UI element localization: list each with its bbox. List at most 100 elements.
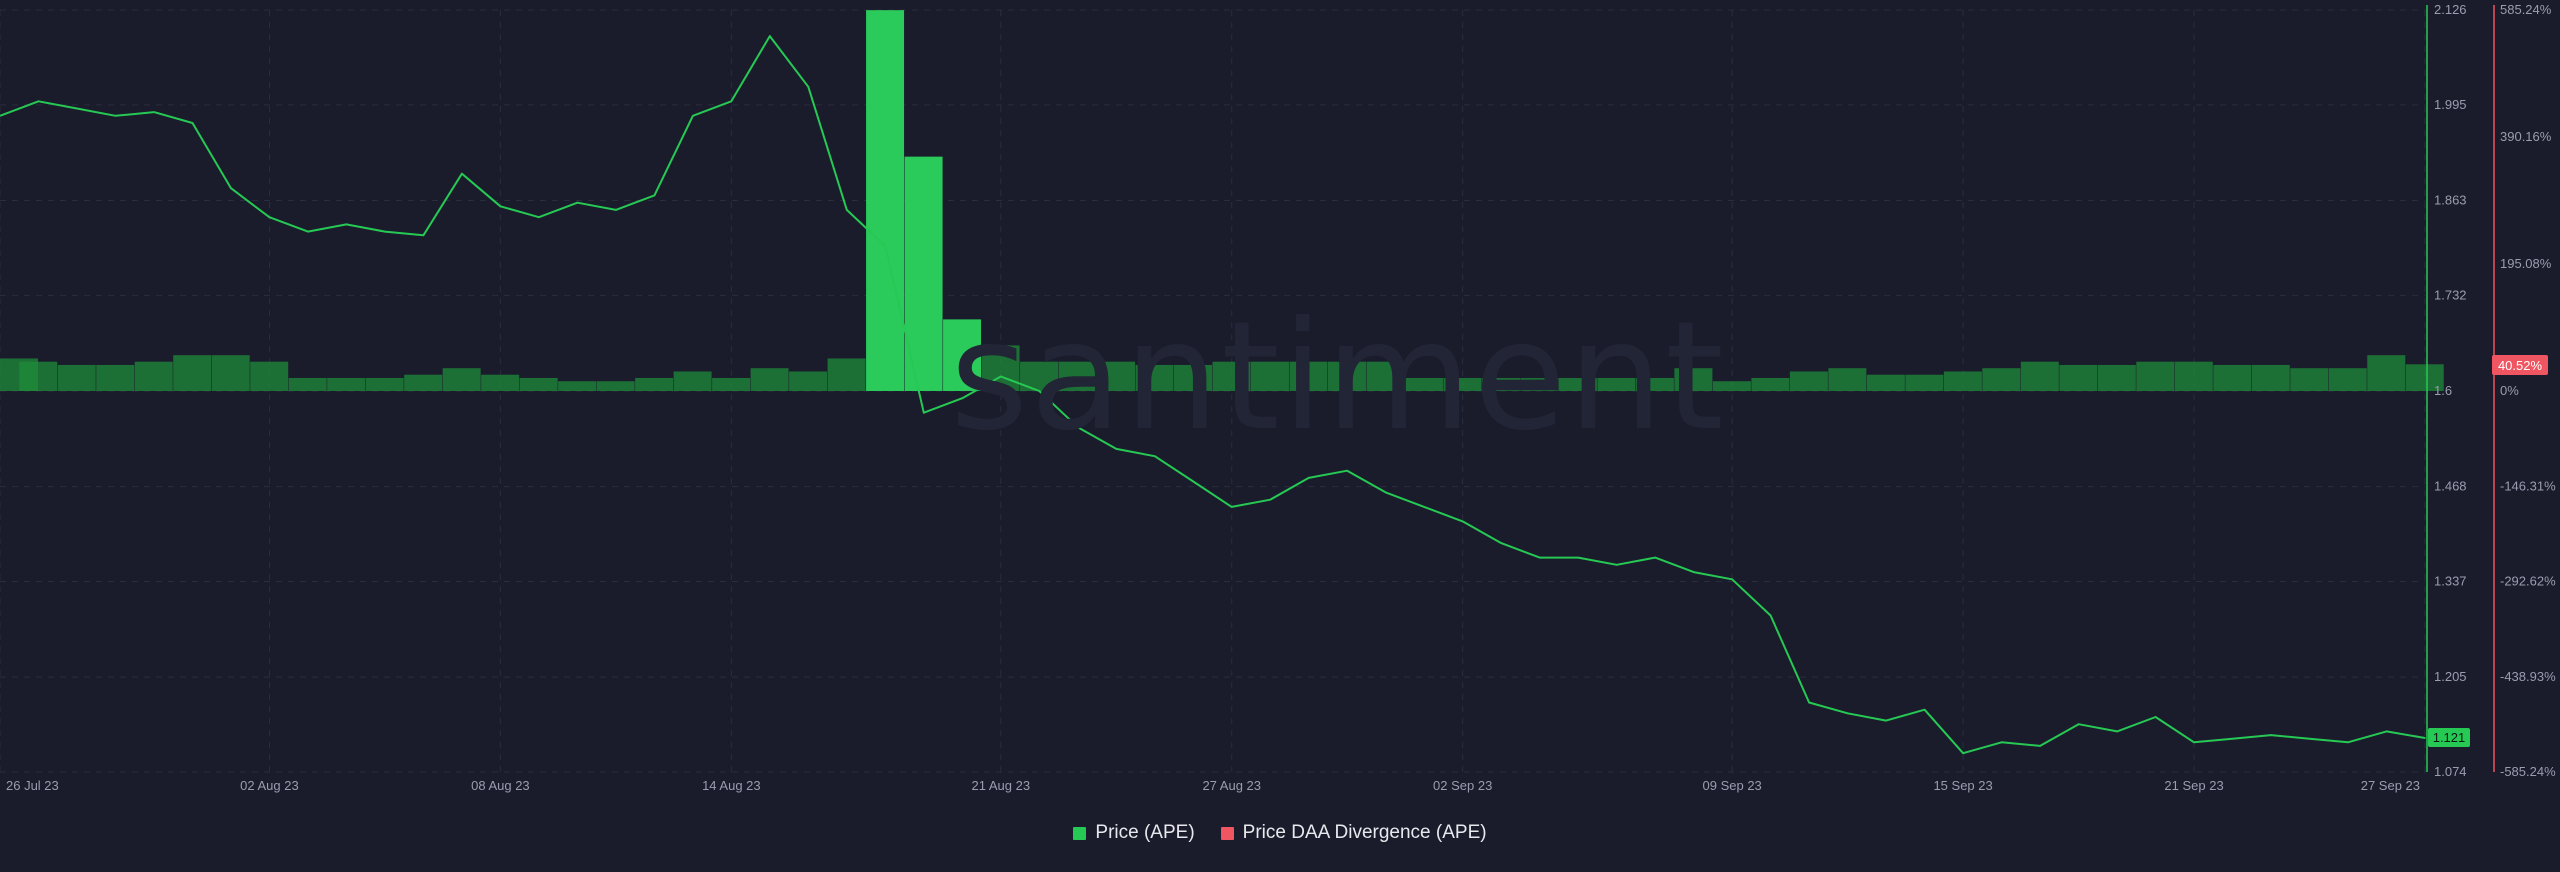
price-point — [1654, 556, 1656, 559]
divergence-bar — [1828, 368, 1867, 391]
price-point — [846, 209, 848, 211]
x-tick-label: 09 Sep 23 — [1703, 778, 1762, 793]
divergence-bar — [1751, 377, 1790, 391]
price-point — [1423, 506, 1426, 508]
price-point — [923, 411, 925, 414]
divergence-bar — [1712, 381, 1751, 391]
divergence-tick-label: 585.24% — [2500, 2, 2552, 17]
divergence-bar — [2251, 364, 2290, 391]
x-tick-label: 02 Aug 23 — [240, 778, 299, 793]
price-point — [1192, 480, 1195, 483]
price-point — [422, 234, 425, 237]
divergence-bar — [2174, 361, 2213, 391]
divergence-bar — [1982, 368, 2021, 391]
divergence-bar — [481, 374, 520, 391]
price-tick-label: 1.074 — [2434, 764, 2467, 779]
x-tick-label: 02 Sep 23 — [1433, 778, 1492, 793]
divergence-bar — [365, 377, 404, 391]
price-point — [2308, 737, 2311, 740]
divergence-bar — [1058, 361, 1097, 391]
divergence-bar — [1135, 364, 1174, 391]
divergence-bar — [1250, 361, 1289, 391]
price-point — [1577, 556, 1579, 559]
price-point — [1885, 719, 1887, 722]
divergence-bar — [558, 381, 597, 391]
divergence-bar — [327, 377, 366, 391]
divergence-bar — [1558, 377, 1597, 391]
price-point — [2231, 737, 2234, 740]
price-point — [2154, 716, 2157, 718]
price-point — [1731, 578, 1733, 581]
divergence-bar — [57, 364, 96, 391]
price-point — [307, 230, 309, 233]
divergence-bar — [2097, 364, 2136, 391]
price-tick-label: 1.863 — [2434, 193, 2467, 208]
price-point — [1923, 708, 1926, 711]
price-point — [2193, 741, 2195, 744]
price-point — [2347, 741, 2349, 744]
divergence-bar — [2405, 364, 2444, 391]
divergence-bar — [904, 156, 943, 391]
legend-swatch-divergence — [1220, 826, 1234, 840]
divergence-bar — [1366, 361, 1405, 391]
price-point — [1538, 556, 1541, 559]
price-point — [461, 172, 463, 175]
price-point — [1692, 571, 1695, 573]
divergence-bar — [2059, 364, 2098, 391]
divergence-bar — [1597, 377, 1636, 391]
divergence-bar — [173, 355, 212, 391]
watermark: santiment — [950, 290, 1726, 464]
divergence-bar — [1174, 364, 1212, 391]
price-point — [2039, 745, 2041, 747]
price-line — [0, 35, 2426, 755]
price-tick-label: 1.732 — [2434, 287, 2467, 302]
price-point — [0, 114, 1, 117]
price-point — [884, 245, 887, 247]
price-point — [2000, 741, 2003, 744]
divergence-bar — [1327, 361, 1366, 391]
divergence-bar — [750, 368, 789, 391]
price-tick-label: 1.337 — [2434, 574, 2467, 589]
price-point — [692, 114, 694, 117]
x-tick-label: 15 Sep 23 — [1933, 778, 1992, 793]
legend-item-price[interactable]: Price (APE) — [1073, 822, 1195, 844]
price-point — [1115, 448, 1118, 450]
divergence-bar — [789, 371, 828, 391]
divergence-bar — [519, 377, 558, 391]
price-point — [2270, 734, 2272, 736]
divergence-bar — [1905, 374, 1944, 391]
divergence-bar — [19, 361, 58, 391]
divergence-bar — [635, 377, 674, 391]
divergence-bar — [2020, 361, 2059, 391]
price-point — [1846, 712, 1849, 715]
divergence-bar — [1674, 368, 1713, 391]
legend-item-divergence[interactable]: Price DAA Divergence (APE) — [1220, 822, 1487, 844]
price-tick-label: 1.468 — [2434, 479, 2467, 494]
x-tick-label: 21 Sep 23 — [2164, 778, 2223, 793]
price-point — [1500, 542, 1502, 544]
divergence-tick-label: -438.93% — [2500, 669, 2556, 684]
x-tick-label: 27 Aug 23 — [1202, 778, 1261, 793]
price-point — [2077, 723, 2080, 725]
divergence-now-badge: 40.52% — [2492, 355, 2548, 375]
divergence-tick-label: 390.16% — [2500, 129, 2552, 144]
divergence-bar — [866, 10, 905, 391]
price-point — [114, 114, 117, 117]
price-point — [268, 216, 271, 218]
divergence-bar — [1212, 361, 1251, 391]
price-point — [1384, 491, 1387, 494]
divergence-bar — [134, 361, 173, 391]
price-now-badge: 1.121 — [2428, 728, 2470, 747]
price-point — [1962, 752, 1964, 754]
divergence-tick-label: -292.62% — [2500, 574, 2556, 589]
price-point — [191, 122, 194, 124]
price-point — [1153, 455, 1156, 457]
price-point — [730, 100, 733, 103]
divergence-bar — [1097, 361, 1136, 391]
divergence-tick-label: 195.08% — [2500, 256, 2552, 271]
price-point — [1808, 701, 1810, 704]
price-point — [1038, 390, 1041, 392]
divergence-bar — [442, 368, 481, 391]
